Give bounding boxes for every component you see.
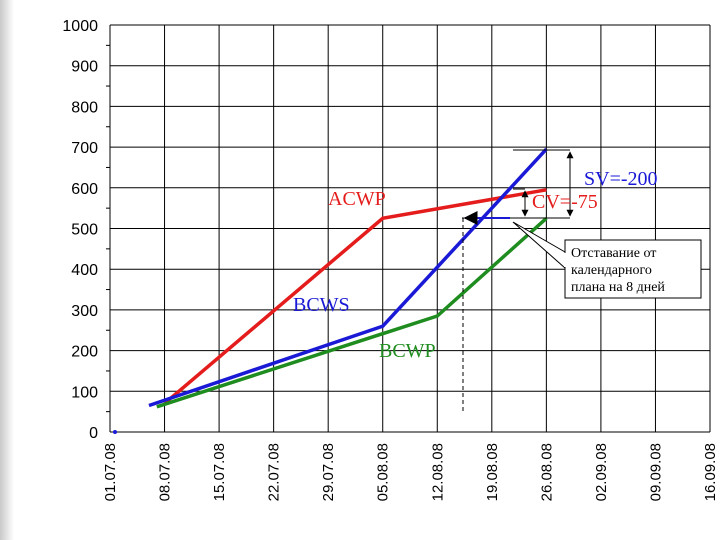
- series-lines: [148, 147, 548, 409]
- x-tick-labels: 01.07.08 08.07.08 15.07.08 22.07.08 29.07.08…: [102, 443, 719, 501]
- y-tick-label: 800: [71, 99, 98, 116]
- series-line-bcwp: [156, 216, 548, 409]
- y-tick-label: 100: [71, 384, 98, 401]
- x-tick-label: 15.07.08: [211, 443, 228, 501]
- y-tick-label: 400: [71, 262, 98, 279]
- y-tick-label: 500: [71, 222, 98, 239]
- y-tick-label: 700: [71, 140, 98, 157]
- x-tick-label: 29.07.08: [320, 443, 337, 501]
- callout-line-3: плана на 8 дней: [571, 280, 665, 295]
- x-tick-label: 01.07.08: [102, 443, 119, 501]
- grid: [106, 24, 711, 433]
- bcwp-label: BCWP: [379, 340, 436, 362]
- y-tick-labels: 0 100 200 300 400 500 600 700 800 900 1000: [62, 18, 98, 442]
- x-tick-label: 09.09.08: [647, 443, 664, 501]
- x-tick-label: 16.09.08: [702, 443, 719, 501]
- x-tick-label: 05.08.08: [375, 443, 392, 501]
- sv-label: SV=-200: [584, 168, 658, 190]
- y-tick-label: 900: [71, 59, 98, 76]
- callout-box: [564, 239, 702, 299]
- y-tick-label: 1000: [62, 18, 98, 35]
- x-tick-label: 26.08.08: [538, 443, 555, 501]
- x-tick-label: 19.08.08: [484, 443, 501, 501]
- callout-line-2: календарного: [571, 263, 652, 278]
- series-line-acwp: [163, 188, 547, 405]
- callout-line-1: Отставание от: [571, 246, 656, 261]
- bcws-label: BCWS: [293, 294, 350, 316]
- left-edge-shade: [0, 0, 14, 540]
- x-tick-label: 08.07.08: [157, 443, 174, 501]
- cv-label: CV=-75: [532, 191, 598, 213]
- y-tick-label: 200: [71, 344, 98, 361]
- annotations: Отставание от календарного плана на 8 дн…: [293, 149, 702, 412]
- series-line-bcws: [148, 147, 548, 408]
- acwp-label: ACWP: [328, 188, 386, 210]
- y-tick-label: 300: [71, 303, 98, 320]
- origin-point: [113, 430, 117, 434]
- x-tick-label: 12.08.08: [429, 443, 446, 501]
- y-tick-label: 600: [71, 181, 98, 198]
- axes: [109, 25, 710, 434]
- y-tick-label: 0: [89, 425, 98, 442]
- x-tick-label: 22.07.08: [266, 443, 283, 501]
- x-tick-label: 02.09.08: [593, 443, 610, 501]
